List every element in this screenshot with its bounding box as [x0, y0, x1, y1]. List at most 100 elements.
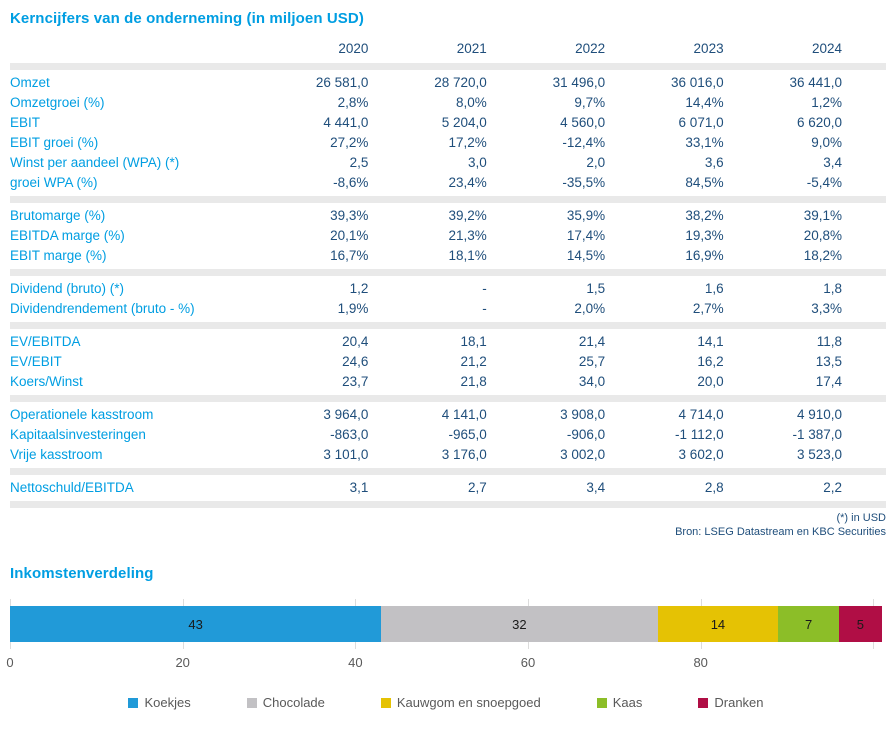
- cell-value: 28 720,0: [434, 75, 487, 90]
- cell-value: 8,0%: [456, 95, 487, 110]
- section-separator: [10, 468, 886, 475]
- cell-value: 3,4: [586, 480, 606, 495]
- cell-value: 38,2%: [685, 208, 724, 223]
- legend-item-chocolade: Chocolade: [246, 695, 325, 710]
- cell-value: -1 387,0: [792, 427, 842, 442]
- table-body: Omzet 26 581,0 28 720,0 31 496,0 36 016,0 36 …: [10, 63, 886, 508]
- cell-value: 11,8: [816, 334, 842, 349]
- cell-value: 1,9%: [337, 301, 369, 316]
- cell-value: 84,5%: [685, 175, 724, 190]
- cell-value: 9,0%: [811, 135, 842, 150]
- cell-value: 35,9%: [566, 208, 606, 223]
- row-label: Winst per aandeel (WPA) (*): [10, 155, 180, 170]
- cell-value: -: [482, 301, 487, 316]
- cell-value: 18,1: [460, 334, 487, 349]
- cell-value: -906,0: [566, 427, 606, 442]
- axis-tick-label-80: 80: [693, 655, 708, 670]
- row-label: EBIT groei (%): [10, 135, 99, 150]
- chart-legend: Koekjes Chocolade Kauwgom en snoepgoed Kaas…: [10, 695, 882, 710]
- row-label: Kapitaalsinvesteringen: [10, 427, 146, 442]
- cell-value: 3,6: [704, 155, 724, 170]
- section-separator: [10, 322, 886, 329]
- legend-swatch-koekjes: [128, 697, 139, 708]
- report-page: Kerncijfers van de onderneming (in miljo…: [6, 10, 886, 710]
- row-label: EBIT marge (%): [10, 248, 107, 263]
- table-row-ebit-marge: EBIT marge (%) 16,7% 18,1% 14,5% 16,9% 18,2%: [10, 246, 886, 266]
- cell-value: 16,7%: [330, 248, 369, 263]
- bar-segment-koekjes: 43: [10, 606, 382, 642]
- table-footnote: (*) in USD: [836, 512, 886, 524]
- cell-value: 17,4%: [566, 228, 606, 243]
- legend-label: Dranken: [714, 695, 764, 710]
- cell-value: 3 176,0: [441, 447, 487, 462]
- section-separator: [10, 196, 886, 203]
- row-label: Dividendrendement (bruto - %): [10, 301, 195, 316]
- table-row-winst-per-aandeel-wpa: Winst per aandeel (WPA) (*) 2,5 3,0 2,0 3,6 3…: [10, 153, 886, 173]
- table-row-nettoschuld-ebitda: Nettoschuld/EBITDA 3,1 2,7 3,4 2,8 2,2: [10, 478, 886, 498]
- cell-value: 18,1%: [448, 248, 487, 263]
- year-header-2022: 2022: [575, 41, 606, 56]
- table-row-operationele-kasstroom: Operationele kasstroom 3 964,0 4 141,0 3 90…: [10, 405, 886, 425]
- table-row-ev-ebitda: EV/EBITDA 20,4 18,1 21,4 14,1 11,8: [10, 332, 886, 352]
- report-title: Kerncijfers van de onderneming (in miljo…: [10, 10, 364, 27]
- cell-value: 3,3%: [811, 301, 842, 316]
- legend-item-koekjes: Koekjes: [128, 695, 191, 710]
- cell-value: -1 112,0: [675, 427, 724, 442]
- cell-value: 2,2: [823, 480, 842, 495]
- section-separator: [10, 63, 886, 70]
- cell-value: 23,4%: [448, 175, 487, 190]
- axis-tick-label-20: 20: [175, 655, 190, 670]
- cell-value: 2,0%: [574, 301, 606, 316]
- bar-segment-kaas: 7: [778, 606, 839, 642]
- cell-value: 3 101,0: [323, 447, 369, 462]
- legend-swatch-kauwgom-en-snoepgoed: [380, 697, 391, 708]
- cell-value: 6 620,0: [796, 115, 842, 130]
- cell-value: 2,8: [704, 480, 724, 495]
- cell-value: 23,7: [342, 374, 369, 389]
- row-label: EV/EBIT: [10, 354, 62, 369]
- legend-item-dranken: Dranken: [698, 695, 764, 710]
- cell-value: 21,3%: [448, 228, 487, 243]
- legend-item-kauwgom-en-snoepgoed: Kauwgom en snoepgoed: [380, 695, 541, 710]
- table-row-dividend-bruto: Dividend (bruto) (*) 1,2 - 1,5 1,6 1,8: [10, 279, 886, 299]
- cell-value: 19,3%: [685, 228, 724, 243]
- cell-value: 36 016,0: [671, 75, 724, 90]
- legend-label: Chocolade: [262, 695, 325, 710]
- table-row-ev-ebit: EV/EBIT 24,6 21,2 25,7 16,2 13,5: [10, 352, 886, 372]
- table-row-ebitda-marge: EBITDA marge (%) 20,1% 21,3% 17,4% 19,3% 20,8…: [10, 226, 886, 246]
- cell-value: 20,0: [697, 374, 724, 389]
- cell-value: 1,2%: [811, 95, 842, 110]
- row-label: Brutomarge (%): [10, 208, 106, 223]
- cell-value: 3 602,0: [678, 447, 724, 462]
- table-source: Bron: LSEG Datastream en KBC Securities: [675, 525, 886, 538]
- table-footnotes: (*) in USD Bron: LSEG Datastream en KBC …: [10, 512, 886, 539]
- chart-x-axis: 0 20 40 60 80: [6, 655, 882, 671]
- cell-value: -: [482, 281, 487, 296]
- cell-value: 3,4: [823, 155, 842, 170]
- table-header-row: 2020 2021 2022 2023 2024: [10, 38, 886, 60]
- cell-value: 3 964,0: [323, 407, 369, 422]
- cell-value: 3 002,0: [560, 447, 606, 462]
- table-row-kapitaalsinvesteringen: Kapitaalsinvesteringen -863,0 -965,0 -906,0…: [10, 425, 886, 445]
- cell-value: 1,5: [586, 281, 606, 296]
- axis-tick-label-60: 60: [520, 655, 536, 670]
- cell-value: 14,1: [697, 334, 724, 349]
- year-header-2021: 2021: [456, 41, 487, 56]
- bar-segment-dranken: 5: [838, 606, 882, 642]
- cell-value: -35,5%: [562, 175, 606, 190]
- table-row-koers-winst: Koers/Winst 23,7 21,8 34,0 20,0 17,4: [10, 372, 886, 392]
- cell-value: 6 071,0: [678, 115, 724, 130]
- cell-value: 2,7%: [692, 301, 724, 316]
- legend-swatch-dranken: [698, 697, 709, 708]
- legend-swatch-chocolade: [246, 697, 257, 708]
- section-separator: [10, 269, 886, 276]
- axis-tick-label-40: 40: [348, 655, 363, 670]
- cell-value: 24,6: [342, 354, 369, 369]
- table-row-brutomarge: Brutomarge (%) 39,3% 39,2% 35,9% 38,2% 39,1%: [10, 206, 886, 226]
- cell-value: 4 441,0: [323, 115, 369, 130]
- cell-value: 21,4: [578, 334, 606, 349]
- cell-value: 25,7: [578, 354, 606, 369]
- cell-value: 2,7: [468, 480, 487, 495]
- cell-value: 14,5%: [566, 248, 606, 263]
- cell-value: 14,4%: [685, 95, 724, 110]
